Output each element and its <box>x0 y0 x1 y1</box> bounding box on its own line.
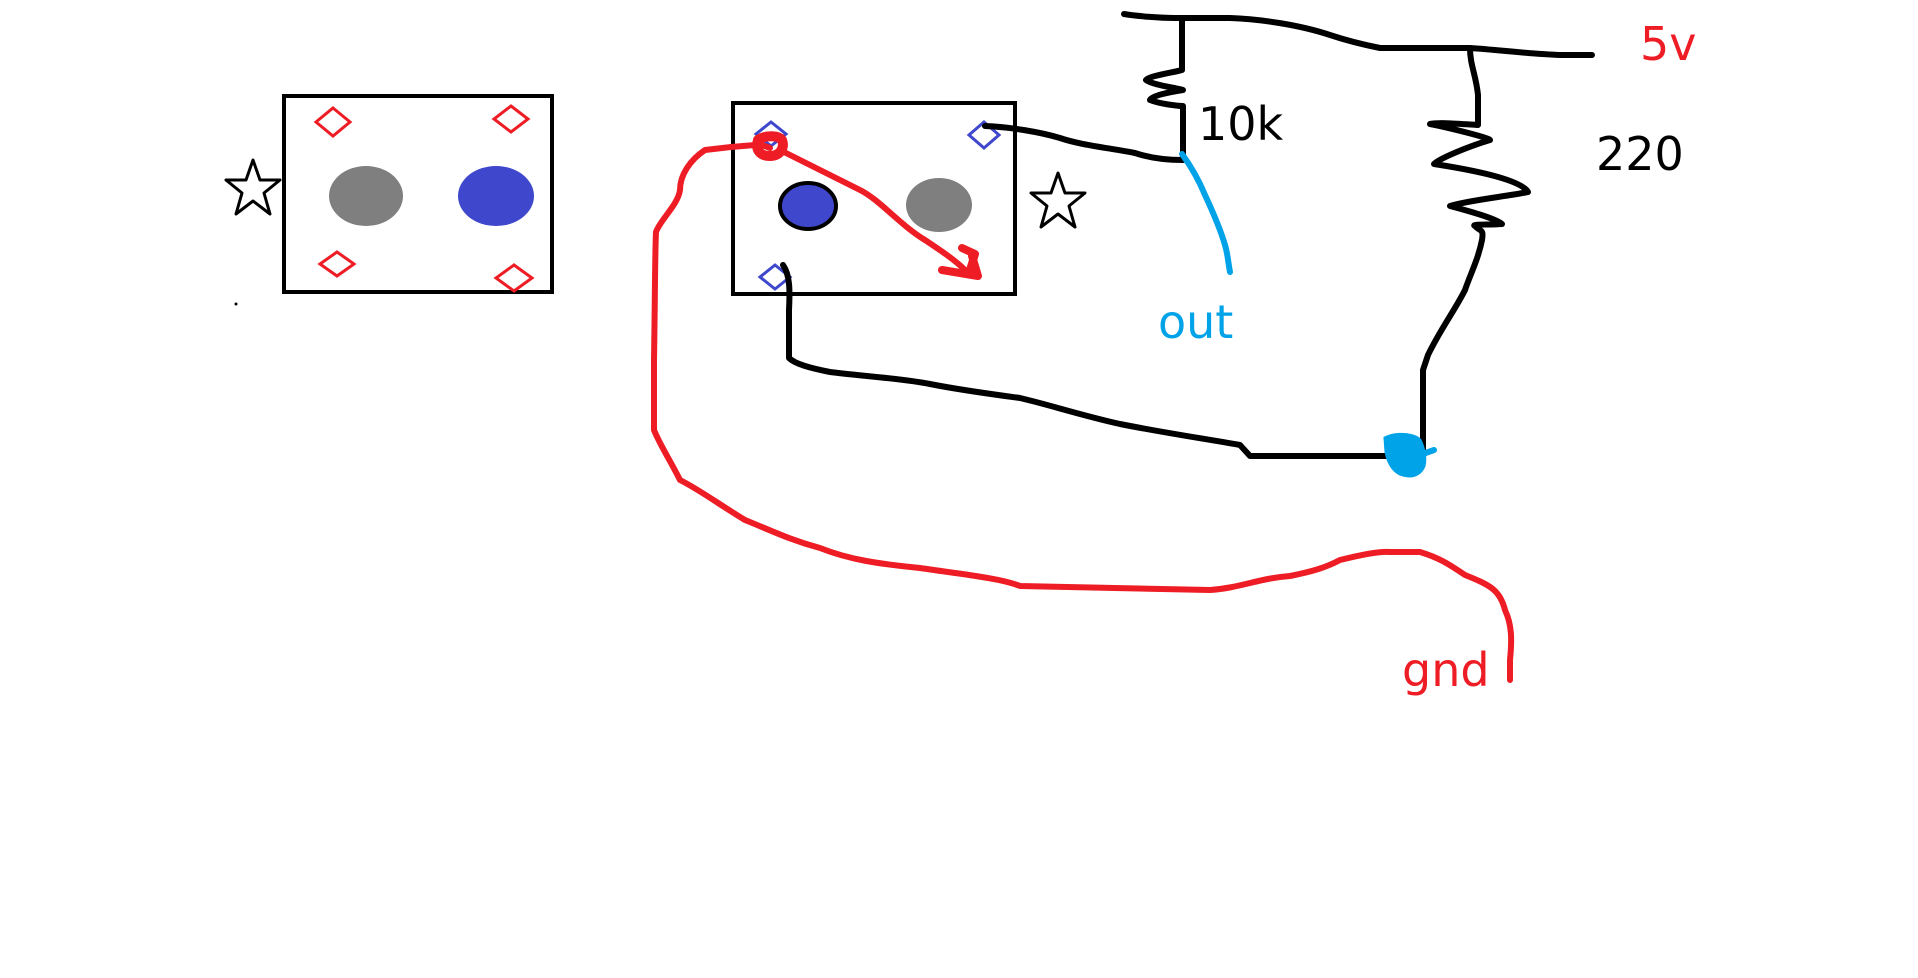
supply-5v-label: 5v <box>1640 17 1697 71</box>
left-sensor-body <box>282 94 554 294</box>
diamond-pin-icon <box>317 250 357 278</box>
stray-dot <box>234 302 238 306</box>
middle-sensor-module <box>731 101 1017 296</box>
black-wires <box>780 11 1595 459</box>
resistor-220 <box>1420 45 1531 453</box>
left-sensor-module <box>282 94 554 294</box>
ground-wire <box>651 141 1515 683</box>
supply-rail-wire <box>1121 11 1595 58</box>
star-icon <box>224 158 282 216</box>
diamond-pin-icon <box>313 106 353 138</box>
middle-gray-led <box>906 178 972 232</box>
middle-blue-led <box>778 181 838 231</box>
blue-wires <box>1179 151 1437 478</box>
resistor-10k-label: 10k <box>1198 97 1284 151</box>
signal-wire <box>982 123 1186 163</box>
blue-junction <box>1383 432 1427 478</box>
diamond-pin-icon <box>493 263 535 293</box>
diamond-pin-icon <box>491 104 531 134</box>
ground-label: gnd <box>1402 643 1490 697</box>
resistor-10k <box>1143 15 1186 163</box>
red-wires <box>651 131 1515 683</box>
left-blue-led <box>458 166 534 226</box>
resistor-220-label: 220 <box>1596 127 1684 181</box>
left-gray-led <box>329 166 403 226</box>
red-arrow-head <box>938 244 982 280</box>
blue-junction-tail <box>1417 447 1437 458</box>
diamond-pin-icon <box>966 120 1002 150</box>
output-wire <box>1179 151 1233 275</box>
star-icon <box>1029 171 1087 229</box>
output-label: out <box>1158 295 1233 349</box>
bottom-return-wire <box>780 262 1426 459</box>
middle-sensor-body <box>731 101 1017 296</box>
red-arrow-line <box>777 147 968 273</box>
